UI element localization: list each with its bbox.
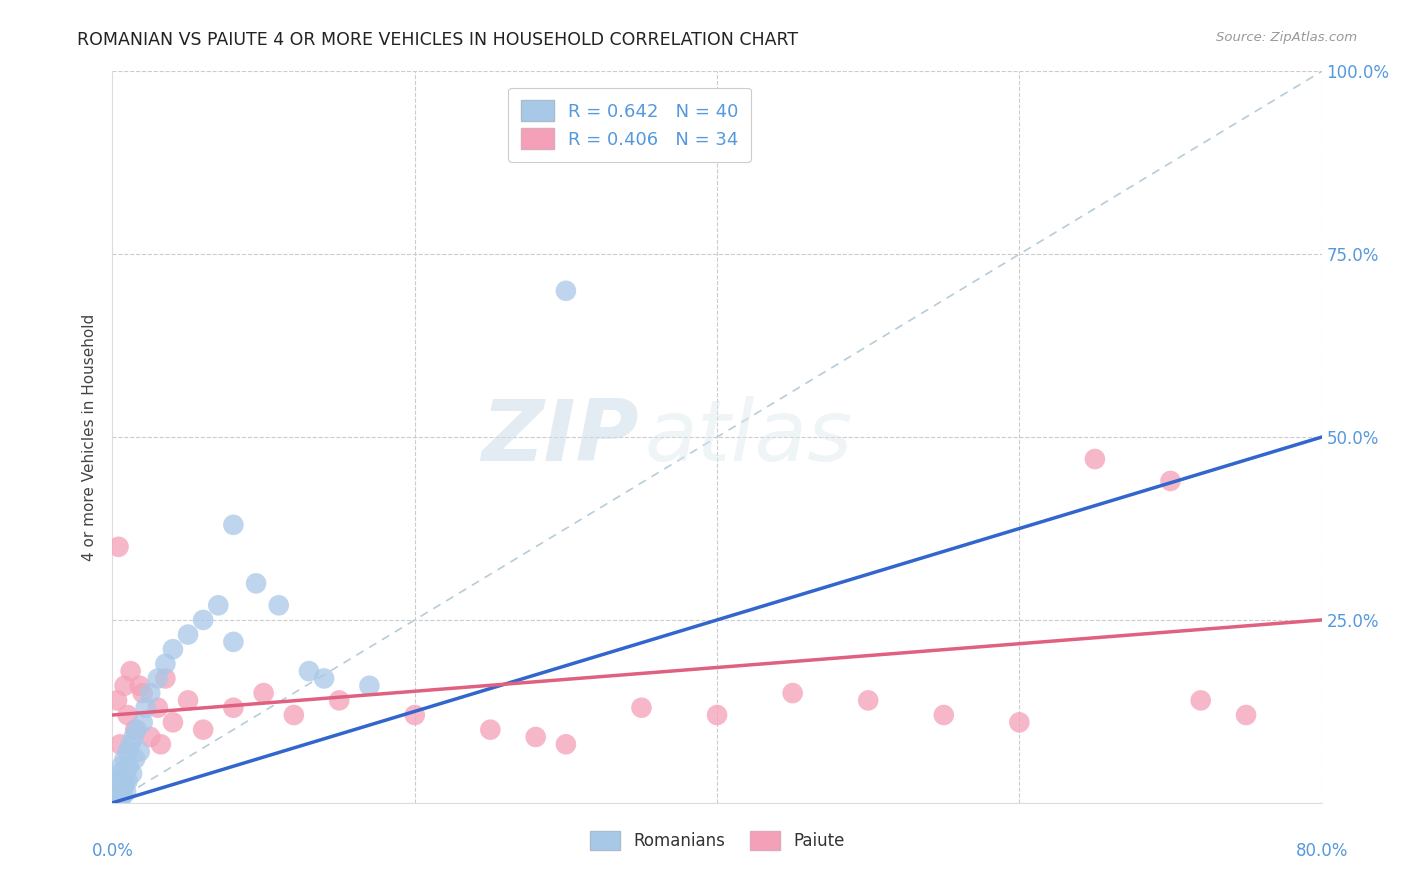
Point — [107, 785, 129, 799]
Text: atlas: atlas — [644, 395, 852, 479]
Point — [125, 723, 148, 737]
Point — [120, 737, 142, 751]
Point — [1234, 708, 1257, 723]
Point — [404, 708, 426, 723]
Point — [1008, 715, 1031, 730]
Text: ZIP: ZIP — [481, 395, 638, 479]
Point — [222, 700, 245, 714]
Point — [117, 773, 139, 788]
Point — [155, 672, 177, 686]
Point — [118, 759, 141, 773]
Point — [105, 693, 128, 707]
Point — [554, 284, 576, 298]
Point — [222, 517, 245, 532]
Point — [630, 700, 652, 714]
Y-axis label: 4 or more Vehicles in Household: 4 or more Vehicles in Household — [82, 313, 97, 561]
Point — [706, 708, 728, 723]
Point — [162, 715, 184, 730]
Point — [207, 599, 229, 613]
Point — [245, 576, 267, 591]
Point — [155, 657, 177, 671]
Point — [122, 730, 145, 744]
Point — [128, 679, 150, 693]
Point — [104, 789, 127, 803]
Point — [283, 708, 305, 723]
Point — [1189, 693, 1212, 707]
Point — [132, 686, 155, 700]
Point — [177, 627, 200, 641]
Point — [132, 715, 155, 730]
Point — [267, 599, 290, 613]
Point — [110, 759, 132, 773]
Point — [932, 708, 955, 723]
Point — [1084, 452, 1107, 467]
Point — [112, 789, 135, 803]
Point — [114, 679, 136, 693]
Text: 0.0%: 0.0% — [91, 842, 134, 860]
Point — [162, 642, 184, 657]
Point — [108, 737, 131, 751]
Point — [105, 781, 128, 796]
Point — [115, 785, 138, 799]
Point — [177, 693, 200, 707]
Point — [139, 686, 162, 700]
Point — [222, 635, 245, 649]
Point — [191, 723, 215, 737]
Point — [139, 730, 162, 744]
Point — [115, 763, 138, 777]
Point — [108, 766, 131, 780]
Point — [146, 672, 169, 686]
Legend: Romanians, Paiute: Romanians, Paiute — [583, 824, 851, 856]
Text: 80.0%: 80.0% — [1295, 842, 1348, 860]
Point — [858, 693, 880, 707]
Point — [107, 540, 129, 554]
Point — [124, 752, 146, 766]
Point — [135, 700, 157, 714]
Point — [110, 781, 132, 796]
Point — [314, 672, 336, 686]
Point — [253, 686, 276, 700]
Point — [120, 664, 142, 678]
Point — [359, 679, 381, 693]
Point — [328, 693, 350, 707]
Point — [782, 686, 804, 700]
Point — [554, 737, 576, 751]
Text: ROMANIAN VS PAIUTE 4 OR MORE VEHICLES IN HOUSEHOLD CORRELATION CHART: ROMANIAN VS PAIUTE 4 OR MORE VEHICLES IN… — [77, 31, 799, 49]
Point — [124, 723, 146, 737]
Point — [298, 664, 321, 678]
Point — [117, 708, 139, 723]
Point — [108, 792, 131, 806]
Point — [107, 773, 129, 788]
Text: Source: ZipAtlas.com: Source: ZipAtlas.com — [1216, 31, 1357, 45]
Point — [149, 737, 172, 751]
Point — [1159, 474, 1181, 488]
Point — [524, 730, 547, 744]
Point — [128, 745, 150, 759]
Point — [121, 766, 143, 780]
Point — [191, 613, 215, 627]
Point — [117, 745, 139, 759]
Point — [146, 700, 169, 714]
Point — [112, 770, 135, 784]
Point — [114, 778, 136, 792]
Point — [479, 723, 502, 737]
Point — [114, 752, 136, 766]
